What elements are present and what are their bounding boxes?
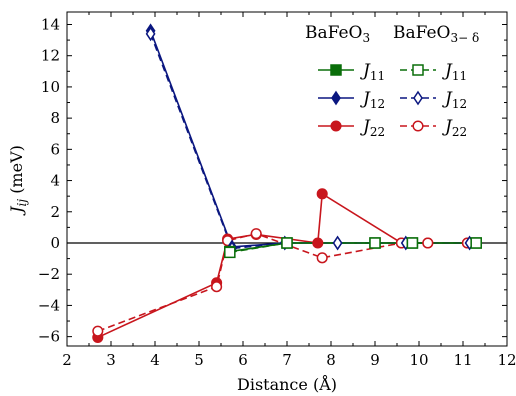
x-tick-label: 7 [282, 351, 292, 369]
y-tick-label: −4 [38, 296, 60, 314]
legend-header-bafeo3-base: BaFeO [305, 23, 363, 43]
data-point-j12-delta [332, 235, 343, 251]
data-point-j22-delta [250, 228, 262, 240]
legend-marker-j22-delta [412, 120, 424, 132]
series-line-j22 [97, 192, 468, 339]
data-point-j11-delta [369, 237, 381, 249]
legend-header-bafeo3-delta-base: BaFeO [393, 23, 451, 43]
legend-label-symbol: J [360, 117, 371, 137]
legend-label-symbol: J [442, 61, 453, 81]
data-point-j11-delta [406, 237, 419, 249]
legend-label-j11-delta: J11 [442, 61, 467, 83]
y-axis-label: Jij (meV) [7, 145, 29, 216]
x-tick-label: 3 [106, 351, 116, 369]
x-tick-label: 4 [150, 351, 160, 369]
legend-label-j12-delta: J12 [442, 89, 467, 111]
data-point-j12-delta [145, 26, 156, 42]
legend-label-sub: 12 [452, 97, 467, 111]
legend-label-sub: 22 [370, 125, 385, 139]
legend-header-bafeo3-delta-sub: 3− δ [451, 31, 480, 45]
legend-label-sub: 12 [370, 97, 385, 111]
legend-label-j22-delta: J22 [442, 117, 467, 139]
plot-frame [66, 11, 508, 347]
data-point-j22-delta [316, 252, 328, 264]
x-tick-label: 9 [370, 351, 380, 369]
y-tick-label: −6 [38, 328, 60, 346]
y-ticks: −6 −4 −2 0 2 4 6 8 10 12 14 [38, 15, 507, 346]
x-tick-label: 6 [238, 351, 248, 369]
y-tick-label: 6 [50, 140, 60, 158]
legend-marker-j11 [330, 64, 342, 76]
y-tick-label: 12 [41, 47, 60, 65]
x-tick-label: 8 [326, 351, 336, 369]
series-line-j12 [149, 30, 470, 248]
series-markers [92, 23, 482, 343]
y-tick-label: 4 [50, 172, 60, 190]
x-axis-label: Distance (Å) [237, 374, 337, 394]
y-axis-label-symbol: J [7, 205, 26, 216]
y-tick-label: 8 [50, 109, 60, 127]
x-tick-label: 12 [497, 351, 516, 369]
y-axis-label-unit: (meV) [7, 145, 26, 199]
data-point-j22 [316, 188, 328, 200]
legend-label-symbol: J [442, 89, 453, 109]
y-tick-label: 2 [50, 203, 60, 221]
data-point-j11-delta [281, 237, 293, 249]
y-axis-label-sub: ij [15, 199, 29, 207]
x-tick-label: 11 [453, 351, 472, 369]
data-point-j22 [312, 237, 324, 249]
legend-header-bafeo3-delta: BaFeO3− δ [393, 23, 479, 45]
x-tick-label: 2 [62, 351, 72, 369]
legend-label-sub: 22 [452, 125, 467, 139]
y-tick-label: 14 [41, 15, 60, 33]
legend-label-symbol: J [360, 89, 371, 109]
y-tick-label: −2 [38, 265, 60, 283]
data-point-j11-delta [224, 246, 236, 259]
legend-header-bafeo3: BaFeO3 [305, 23, 370, 45]
data-point-j22-delta [211, 281, 223, 293]
data-point-j11-delta [470, 237, 482, 249]
legend-header-bafeo3-sub: 3 [363, 31, 371, 45]
legend-label-j11: J11 [360, 61, 385, 83]
legend-label-sub: 11 [452, 69, 467, 83]
y-tick-label: 0 [50, 234, 60, 252]
data-point-j22-delta [92, 325, 104, 337]
y-tick-label: 10 [41, 78, 60, 96]
legend-label-j22: J22 [360, 117, 385, 139]
x-tick-label: 5 [194, 351, 204, 369]
x-tick-label: 10 [409, 351, 428, 369]
legend-marker-j12 [331, 90, 341, 106]
legend-label-symbol: J [442, 117, 453, 137]
x-ticks: 2 3 4 5 6 7 8 9 10 11 12 [62, 12, 516, 369]
legend-label-j12: J12 [360, 89, 385, 111]
legend-marker-j12-delta [413, 90, 423, 106]
legend-marker-j11-delta [412, 64, 424, 76]
series-lines [97, 30, 477, 339]
legend-marker-j22 [330, 120, 342, 132]
legend-label-symbol: J [360, 61, 371, 81]
data-point-j22-delta [422, 237, 434, 249]
legend-label-sub: 11 [370, 69, 385, 83]
